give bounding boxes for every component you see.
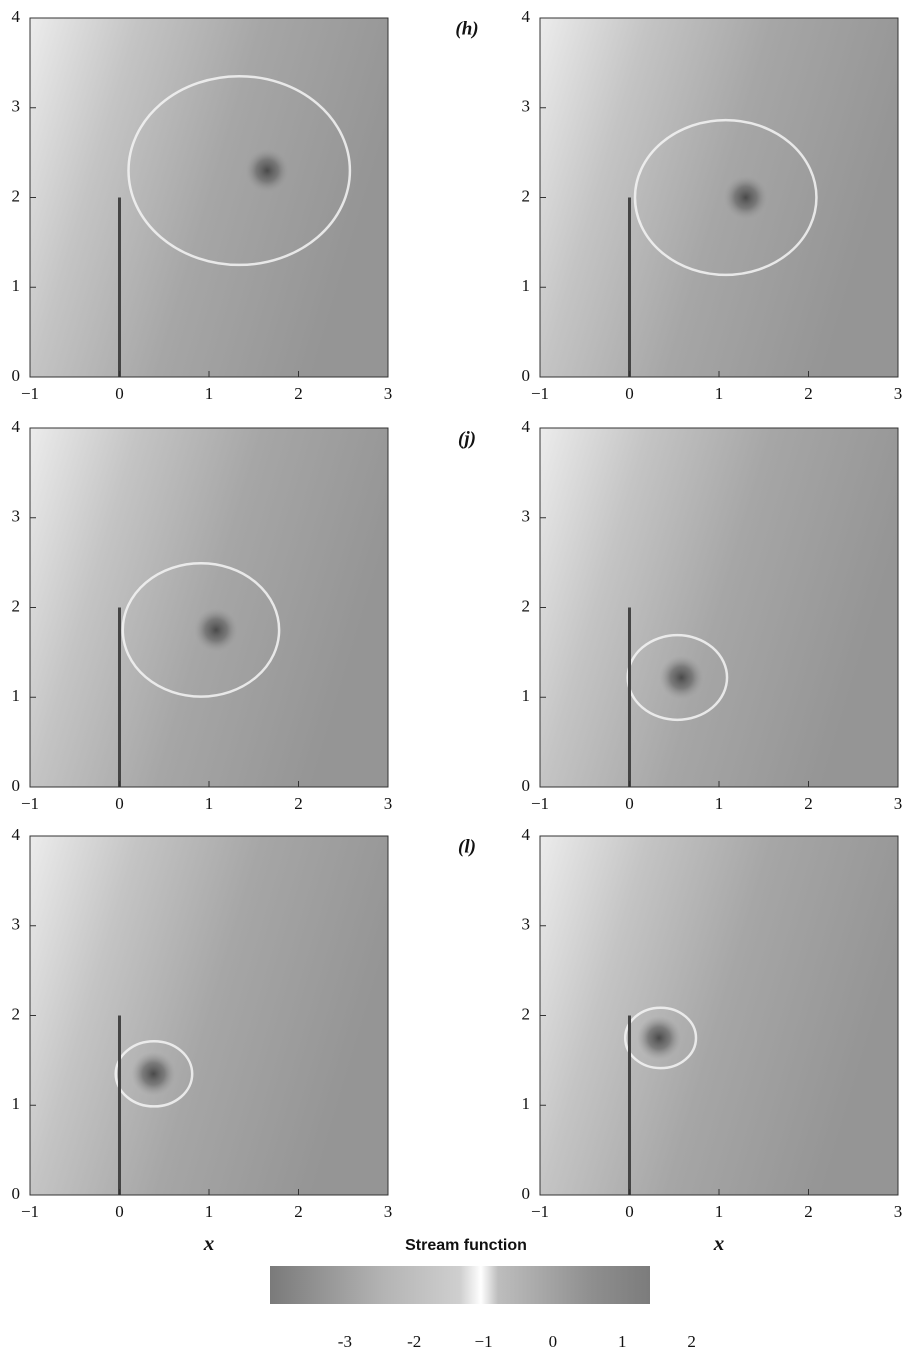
x-tick-label: 2 bbox=[804, 794, 813, 813]
x-tick-label: 2 bbox=[294, 1202, 303, 1221]
y-tick-label: 2 bbox=[12, 186, 21, 205]
y-tick-label: 1 bbox=[12, 686, 21, 705]
x-tick-label: 0 bbox=[115, 384, 124, 403]
x-tick-label: 0 bbox=[625, 794, 634, 813]
x-tick-label: 1 bbox=[205, 794, 214, 813]
x-axis-label: x bbox=[203, 1231, 215, 1255]
separatrix bbox=[623, 1006, 698, 1070]
y-tick-label: 3 bbox=[12, 97, 21, 116]
y-tick-label: 3 bbox=[12, 507, 21, 526]
y-tick-label: 1 bbox=[522, 1094, 531, 1113]
separatrix bbox=[626, 633, 729, 722]
x-tick-label: 1 bbox=[205, 1202, 214, 1221]
y-tick-label: 4 bbox=[12, 417, 21, 436]
y-tick-label: 2 bbox=[522, 186, 531, 205]
x-tick-label: 0 bbox=[625, 384, 634, 403]
vortex-core bbox=[131, 1051, 176, 1096]
field-image bbox=[30, 836, 388, 1195]
x-tick-label: 3 bbox=[384, 384, 393, 403]
y-tick-label: 0 bbox=[12, 776, 21, 795]
y-tick-label: 3 bbox=[522, 915, 531, 934]
panel-label: (j) bbox=[458, 428, 476, 449]
x-tick-label: −1 bbox=[21, 794, 39, 813]
y-tick-label: 0 bbox=[522, 776, 531, 795]
y-tick-label: 0 bbox=[522, 1184, 531, 1203]
x-tick-label: −1 bbox=[21, 384, 39, 403]
x-tick-label: 2 bbox=[804, 384, 813, 403]
y-tick-label: 2 bbox=[12, 596, 21, 615]
x-tick-label: 2 bbox=[294, 384, 303, 403]
y-tick-label: 2 bbox=[522, 596, 531, 615]
x-tick-label: 3 bbox=[894, 1202, 903, 1221]
vortex-core bbox=[659, 655, 704, 700]
y-tick-label: 3 bbox=[522, 97, 531, 116]
separatrix bbox=[121, 562, 281, 698]
x-tick-label: −1 bbox=[531, 384, 549, 403]
y-tick-label: 1 bbox=[12, 276, 21, 295]
y-tick-label: 0 bbox=[12, 1184, 21, 1203]
x-tick-label: 3 bbox=[894, 384, 903, 403]
x-tick-label: 3 bbox=[894, 794, 903, 813]
y-tick-label: 3 bbox=[522, 507, 531, 526]
vortex-core bbox=[245, 148, 290, 193]
y-tick-label: 0 bbox=[522, 366, 531, 385]
y-tick-label: 4 bbox=[12, 7, 21, 26]
colorbar-tick-label: -2 bbox=[407, 1332, 421, 1351]
x-tick-label: 1 bbox=[205, 384, 214, 403]
colorbar bbox=[270, 1266, 650, 1304]
x-tick-label: 1 bbox=[715, 794, 724, 813]
field-image bbox=[30, 428, 388, 787]
vortex-core bbox=[723, 175, 768, 220]
y-tick-label: 2 bbox=[12, 1004, 21, 1023]
field-image bbox=[540, 428, 898, 787]
x-axis-label: x bbox=[713, 1231, 725, 1255]
colorbar-tick-label: -3 bbox=[338, 1332, 352, 1351]
field-image bbox=[30, 18, 388, 377]
colorbar-tick-label: 2 bbox=[687, 1332, 696, 1351]
y-tick-label: 4 bbox=[12, 825, 21, 844]
x-tick-label: −1 bbox=[21, 1202, 39, 1221]
y-tick-label: 4 bbox=[522, 825, 531, 844]
y-tick-label: 2 bbox=[522, 1004, 531, 1023]
x-tick-label: −1 bbox=[531, 1202, 549, 1221]
x-tick-label: 0 bbox=[115, 794, 124, 813]
colorbar-tick-label: −1 bbox=[475, 1332, 493, 1351]
colorbar-title: Stream function bbox=[405, 1237, 527, 1254]
separatrix bbox=[127, 74, 352, 267]
x-tick-label: 0 bbox=[625, 1202, 634, 1221]
x-tick-label: 0 bbox=[115, 1202, 124, 1221]
separatrix bbox=[633, 118, 818, 277]
x-tick-label: 1 bbox=[715, 384, 724, 403]
separatrix bbox=[114, 1039, 194, 1108]
colorbar-tick-label: 1 bbox=[618, 1332, 627, 1351]
y-tick-label: 1 bbox=[522, 276, 531, 295]
panel-label: (h) bbox=[455, 18, 478, 39]
y-tick-label: 3 bbox=[12, 915, 21, 934]
vortex-core bbox=[194, 607, 239, 652]
y-tick-label: 1 bbox=[12, 1094, 21, 1113]
x-tick-label: 2 bbox=[294, 794, 303, 813]
x-tick-label: 2 bbox=[804, 1202, 813, 1221]
y-tick-label: 4 bbox=[522, 7, 531, 26]
vortex-core bbox=[637, 1015, 682, 1060]
x-tick-label: 3 bbox=[384, 1202, 393, 1221]
field-image bbox=[540, 836, 898, 1195]
panel-label: (l) bbox=[458, 836, 476, 857]
colorbar-tick-label: 0 bbox=[549, 1332, 558, 1351]
y-tick-label: 1 bbox=[522, 686, 531, 705]
x-tick-label: 1 bbox=[715, 1202, 724, 1221]
y-tick-label: 4 bbox=[522, 417, 531, 436]
x-tick-label: −1 bbox=[531, 794, 549, 813]
field-image bbox=[540, 18, 898, 377]
y-tick-label: 0 bbox=[12, 366, 21, 385]
x-tick-label: 3 bbox=[384, 794, 393, 813]
